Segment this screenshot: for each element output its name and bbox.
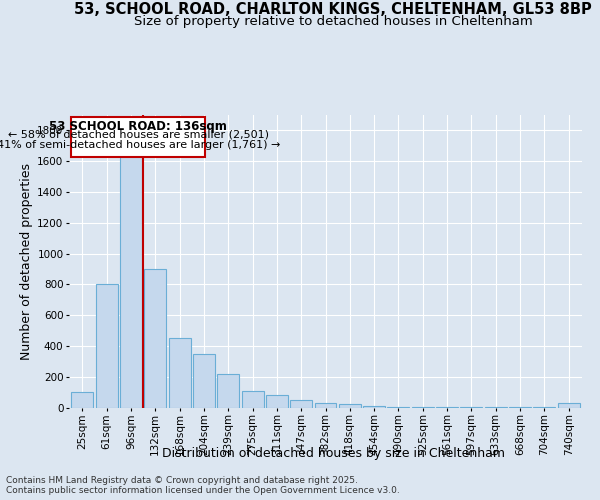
Text: 53 SCHOOL ROAD: 136sqm: 53 SCHOOL ROAD: 136sqm [49, 120, 227, 132]
Bar [388, 406, 409, 408]
Y-axis label: Number of detached properties: Number of detached properties [20, 163, 33, 360]
Bar [339, 404, 361, 407]
Bar [363, 406, 385, 407]
Bar [217, 374, 239, 408]
Bar [436, 406, 458, 408]
Bar [193, 354, 215, 408]
Bar [290, 400, 312, 407]
Bar [314, 403, 337, 407]
Bar [96, 284, 118, 408]
Text: 41% of semi-detached houses are larger (1,761) →: 41% of semi-detached houses are larger (… [0, 140, 280, 150]
Text: Contains HM Land Registry data © Crown copyright and database right 2025.: Contains HM Land Registry data © Crown c… [6, 476, 358, 485]
Text: Contains public sector information licensed under the Open Government Licence v3: Contains public sector information licen… [6, 486, 400, 495]
Bar [120, 154, 142, 408]
FancyBboxPatch shape [71, 118, 205, 158]
Bar [460, 406, 482, 408]
Bar [71, 392, 94, 407]
Text: Size of property relative to detached houses in Cheltenham: Size of property relative to detached ho… [134, 15, 532, 28]
Text: ← 58% of detached houses are smaller (2,501): ← 58% of detached houses are smaller (2,… [8, 130, 269, 140]
Bar [169, 338, 191, 407]
Bar [557, 403, 580, 407]
Text: Distribution of detached houses by size in Cheltenham: Distribution of detached houses by size … [161, 448, 505, 460]
Bar [242, 390, 263, 407]
Bar [145, 269, 166, 407]
Bar [266, 395, 288, 407]
Text: 53, SCHOOL ROAD, CHARLTON KINGS, CHELTENHAM, GL53 8BP: 53, SCHOOL ROAD, CHARLTON KINGS, CHELTEN… [74, 2, 592, 18]
Bar [412, 406, 434, 408]
